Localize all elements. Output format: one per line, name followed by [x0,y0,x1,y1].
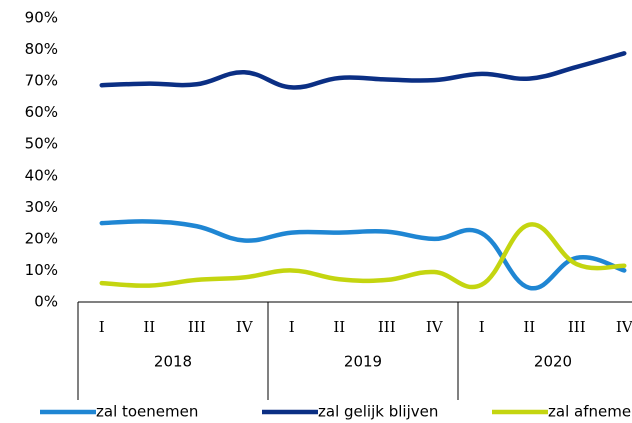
y-tick-label: 30% [25,198,58,216]
x-tick-label: III [378,318,396,336]
group-label: 2019 [344,353,382,371]
y-tick-label: 70% [25,72,58,90]
y-tick-label: 90% [25,9,58,27]
x-tick-label: III [568,318,586,336]
x-tick-label: IV [426,318,444,336]
legend-label: zal afnemen [548,403,632,421]
y-tick-label: 50% [25,135,58,153]
y-tick-label: 10% [25,261,58,279]
series-line [99,219,627,291]
legend-label: zal toenemen [96,403,198,421]
legend-label: zal gelijk blijven [318,403,438,421]
group-label: 2018 [154,353,192,371]
y-tick-label: 60% [25,103,58,121]
y-tick-label: 20% [25,229,58,247]
series-line [99,222,627,290]
x-tick-label: II [523,318,535,336]
x-tick-label: III [188,318,206,336]
x-tick-label: I [479,318,485,336]
x-tick-label: I [289,318,295,336]
y-tick-label: 0% [34,293,58,311]
x-tick-label: IV [616,318,632,336]
x-tick-label: I [99,318,105,336]
y-tick-label: 40% [25,166,58,184]
x-tick-label: II [333,318,345,336]
x-tick-label: IV [236,318,254,336]
series-line [99,51,627,90]
group-label: 2020 [534,353,572,371]
y-tick-label: 80% [25,40,58,58]
x-tick-label: II [143,318,155,336]
